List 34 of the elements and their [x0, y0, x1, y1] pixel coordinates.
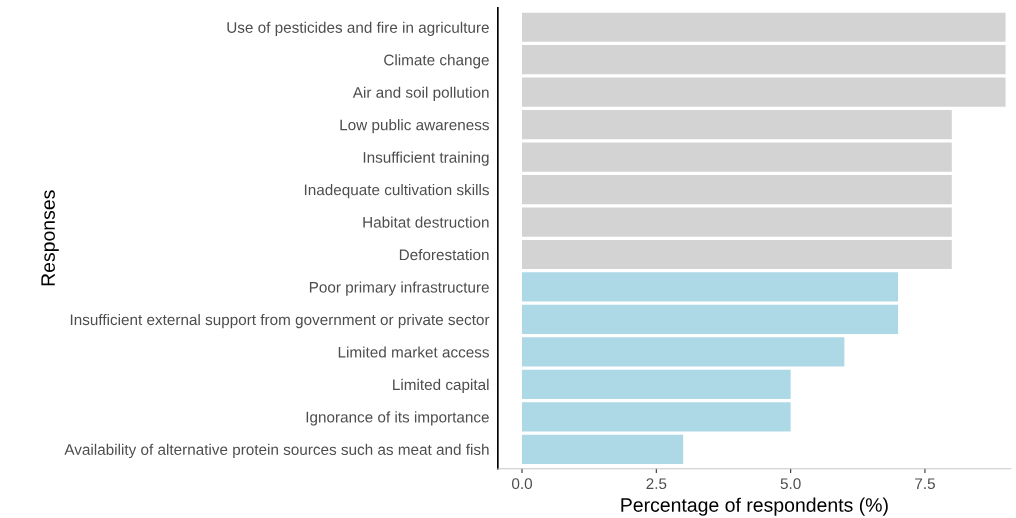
- bar: [522, 142, 952, 172]
- bar: [522, 207, 952, 237]
- x-tick-label: 2.5: [646, 478, 667, 490]
- y-tick-label: Limited market access: [338, 346, 489, 358]
- bar: [522, 239, 952, 270]
- bar: [522, 304, 899, 335]
- y-tick-label: Insufficient external support from government or private sector: [70, 313, 490, 329]
- y-tick-label: Poor primary infrastructure: [309, 281, 489, 296]
- bar: [522, 174, 952, 205]
- bar: [522, 77, 1006, 107]
- bar: [522, 272, 899, 302]
- bar: [522, 12, 1006, 42]
- y-tick-label: Air and soil pollution: [352, 86, 489, 101]
- y-tick-label: Availability of alternative protein sources such as meat and fish: [64, 443, 489, 459]
- y-tick-label: Climate change: [384, 54, 489, 69]
- bar: [522, 402, 791, 432]
- y-axis-title: Responses: [41, 190, 59, 286]
- bar: [522, 110, 952, 140]
- x-tick-label: 0.0: [512, 478, 533, 490]
- bar: [522, 434, 684, 464]
- x-tick-label: 5.0: [780, 478, 801, 490]
- x-axis-title: Percentage of respondents (%): [621, 497, 888, 516]
- y-tick-label: Limited capital: [393, 378, 489, 394]
- bar: [522, 45, 1006, 75]
- y-tick-label: Deforestation: [399, 248, 489, 261]
- x-tick-label: 7.5: [915, 478, 935, 490]
- bar: [522, 369, 791, 399]
- y-tick-label: Ignorance of its importance: [306, 411, 489, 426]
- y-tick-label: Habitat destruction: [363, 216, 489, 228]
- y-tick-label: Use of pesticides and fire in agriculture: [227, 21, 489, 36]
- y-tick-label: Inadequate cultivation skills: [304, 184, 489, 199]
- y-tick-label: Low public awareness: [340, 119, 489, 134]
- bar: [522, 337, 845, 367]
- y-tick-label: Insufficient training: [363, 151, 489, 166]
